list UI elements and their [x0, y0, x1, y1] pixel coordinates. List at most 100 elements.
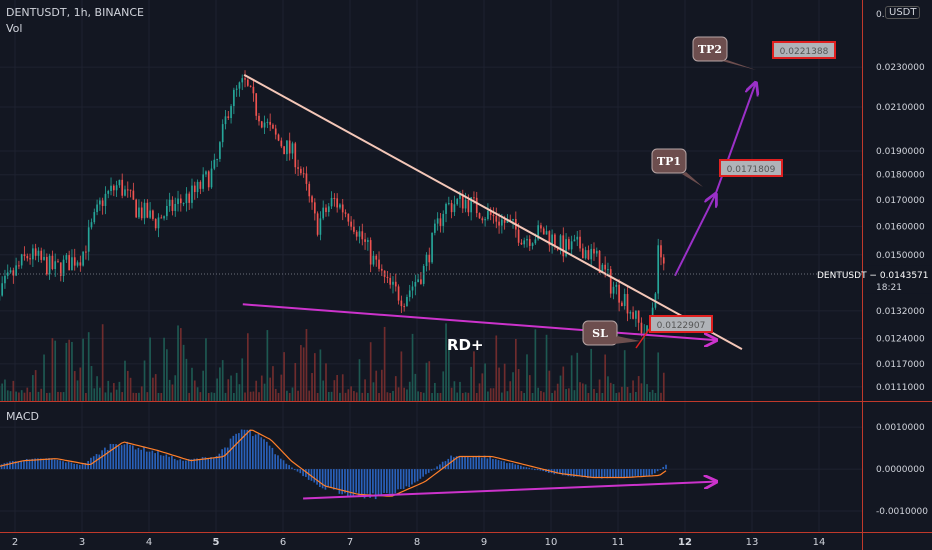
volume-bar: [333, 380, 336, 401]
macd-bar: [64, 462, 67, 470]
candle-body: [595, 250, 598, 254]
candle-body: [171, 199, 174, 211]
candle-body: [255, 93, 258, 116]
candle-body: [62, 259, 65, 276]
volume-bar: [185, 358, 188, 401]
macd-bar: [436, 466, 438, 470]
macd-bar: [564, 469, 567, 476]
macd-bar: [293, 469, 296, 471]
volume-bar: [369, 342, 372, 401]
volume-bar: [414, 373, 417, 401]
candle-body: [450, 203, 453, 213]
candle-body: [43, 256, 45, 260]
macd-bar: [344, 469, 346, 494]
macd-bar: [648, 469, 651, 477]
macd-bar: [612, 469, 614, 478]
candle-body: [526, 239, 528, 241]
macd-bar: [536, 469, 539, 471]
volume-bar: [107, 380, 110, 401]
volume-bar: [609, 382, 612, 401]
macd-bar: [224, 447, 226, 470]
macd-bar: [584, 469, 586, 477]
candle-body: [640, 322, 643, 334]
macd-bar: [265, 441, 268, 470]
candle-body: [101, 200, 104, 206]
candle-body: [400, 300, 403, 307]
volume-bar: [635, 391, 637, 401]
volume-bar: [584, 384, 587, 401]
volume-bar: [551, 392, 553, 401]
candle-body: [277, 134, 280, 141]
candle-body: [559, 235, 562, 250]
macd-bar: [104, 447, 106, 470]
candle-body: [90, 222, 93, 228]
volume-bar: [453, 381, 456, 401]
macd-bar: [101, 450, 103, 470]
volume-bar: [104, 392, 107, 401]
volume-bar: [15, 391, 17, 401]
volume-bar: [397, 387, 400, 401]
volume-bar: [82, 338, 84, 401]
volume-bar: [34, 370, 37, 401]
volume-bar: [196, 387, 199, 401]
candle-body: [414, 281, 417, 287]
price-axis-tick: 0.0160000: [876, 222, 925, 232]
macd-bar: [14, 461, 17, 470]
volume-bar: [121, 392, 124, 401]
candle-body: [464, 199, 467, 209]
macd-bar: [332, 469, 335, 490]
macd-bar: [581, 469, 584, 478]
currency-badge[interactable]: USDT: [885, 6, 921, 19]
sl-price-box-text: 0.0122907: [657, 321, 706, 331]
price-axis-tick-top: 0.0: [876, 10, 891, 20]
tp2-callout: TP2: [692, 36, 728, 62]
candle-body: [12, 270, 15, 276]
macd-bar: [520, 465, 522, 470]
candle-body: [286, 140, 288, 155]
candle-body: [615, 284, 618, 287]
candle-body: [397, 286, 400, 301]
volume-bar: [160, 392, 163, 401]
candle-body: [517, 229, 520, 243]
macd-bar: [190, 459, 193, 470]
macd-bar: [397, 469, 399, 490]
macd-bar: [528, 467, 531, 470]
price-axis-tick: 0.0230000: [876, 63, 925, 73]
symbol-header[interactable]: DENTUSDT, 1h, BINANCE: [6, 6, 144, 19]
price-axis-tick: 0.0117000: [876, 360, 925, 370]
volume-bar: [96, 376, 98, 401]
macd-bar: [134, 449, 137, 470]
macd-axis-tick: -0.0010000: [876, 507, 928, 517]
macd-bar: [246, 429, 249, 470]
candle-body: [233, 89, 235, 107]
candle-body: [230, 106, 232, 119]
macd-bar: [659, 469, 662, 471]
macd-bar: [84, 463, 87, 470]
candle-body: [576, 236, 579, 240]
volume-bar: [235, 372, 238, 401]
candle-body: [512, 218, 514, 221]
macd-label[interactable]: MACD: [6, 410, 39, 423]
macd-bar: [187, 459, 190, 470]
macd-bar: [497, 460, 500, 470]
macd-bar: [511, 463, 514, 470]
volume-bar: [618, 392, 620, 401]
volume-bar: [246, 333, 249, 401]
macd-axis-tick: 0.0000000: [876, 465, 925, 475]
volume-bar: [394, 376, 397, 401]
candle-body: [623, 293, 626, 306]
candle-body: [392, 281, 394, 285]
volume-bar: [548, 370, 551, 401]
volume-bar: [20, 390, 23, 401]
volume-bar: [501, 392, 503, 401]
macd-bar: [131, 445, 134, 470]
volume-bar: [512, 372, 514, 401]
tp2-price-box-box: [772, 41, 836, 59]
macd-bar: [9, 461, 11, 470]
candle-body: [40, 250, 43, 260]
volume-bar: [506, 391, 509, 401]
volume-bar: [154, 374, 157, 401]
volume-bar: [470, 366, 472, 401]
macd-bar: [42, 459, 45, 470]
